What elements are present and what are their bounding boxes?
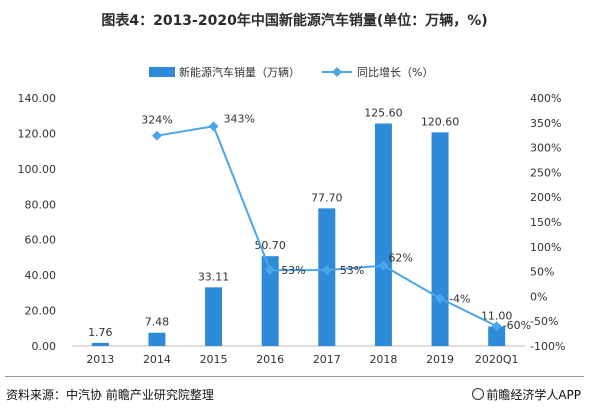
bar: [261, 256, 279, 346]
growth-point: [378, 260, 389, 271]
bar: [148, 332, 166, 346]
right-tick-label: 300%: [530, 142, 561, 155]
growth-value-label: -60%: [503, 319, 531, 332]
legend: 新能源汽车销量（万辆） 同比增长（%）: [149, 65, 433, 79]
right-tick-label: 50%: [530, 266, 554, 279]
bar-value-label: 120.60: [421, 115, 460, 128]
legend-marker-line: [332, 67, 342, 77]
growth-value-label: 53%: [340, 264, 364, 277]
right-tick-label: 150%: [530, 216, 561, 229]
right-tick-label: -50%: [530, 315, 558, 328]
x-tick-label: 2016: [256, 353, 284, 366]
bar-value-label: 1.76: [88, 326, 113, 339]
left-tick-label: 40.00: [25, 269, 57, 282]
x-tick-label: 2017: [313, 353, 341, 366]
growth-point: [265, 265, 276, 276]
bar-value-label: 11.00: [481, 310, 513, 323]
right-tick-label: 100%: [530, 241, 561, 254]
x-axis: 2013 2014 2015 2016 2017 2018 2019 2020Q1: [86, 353, 518, 366]
right-tick-label: 200%: [530, 191, 561, 204]
legend-label-line: 同比增长（%）: [357, 65, 433, 79]
x-tick-label: 2015: [200, 353, 228, 366]
growth-value-label: 62%: [388, 252, 412, 265]
x-tick-label: 2014: [143, 353, 171, 366]
left-tick-label: 120.00: [18, 127, 57, 140]
bar: [431, 132, 449, 346]
line-series: 324% 343% 53% 53% 62% -4% -60%: [141, 112, 531, 332]
left-tick-label: 0.00: [32, 340, 57, 353]
bar-value-label: 7.48: [145, 316, 170, 329]
right-tick-label: 250%: [530, 166, 561, 179]
left-tick-label: 100.00: [18, 163, 57, 176]
growth-point: [491, 321, 502, 332]
bar: [318, 208, 336, 346]
brand-label: 前瞻经济学人APP: [472, 386, 581, 403]
left-tick-label: 20.00: [25, 305, 57, 318]
left-tick-label: 140.00: [18, 92, 57, 105]
growth-value-label: 324%: [141, 114, 172, 127]
bar: [91, 342, 109, 346]
bar: [488, 326, 506, 346]
growth-value-label: 53%: [281, 264, 305, 277]
growth-value-label: 343%: [224, 112, 255, 125]
left-tick-label: 80.00: [25, 198, 57, 211]
growth-point: [208, 121, 219, 132]
bar-value-label: 125.60: [364, 107, 403, 120]
bar-value-label: 77.70: [311, 191, 343, 204]
x-tick-label: 2020Q1: [475, 353, 519, 366]
right-tick-label: -100%: [530, 340, 565, 353]
brand-name: 前瞻经济学人APP: [486, 388, 581, 402]
bar: [205, 287, 223, 346]
left-tick-label: 60.00: [25, 234, 57, 247]
chart-title: 图表4：2013-2020年中国新能源汽车销量(单位：万辆，%): [101, 13, 488, 29]
growth-value-label: -4%: [449, 292, 470, 305]
growth-point: [151, 130, 162, 141]
footer-divider: [5, 376, 584, 377]
x-tick-label: 2019: [426, 353, 454, 366]
bar-value-label: 33.11: [198, 270, 230, 283]
right-tick-label: 0%: [530, 290, 547, 303]
x-tick-label: 2013: [86, 353, 114, 366]
x-tick-label: 2018: [369, 353, 397, 366]
source-note: 资料来源：中汽协 前瞻产业研究院整理: [6, 388, 214, 402]
left-axis: 0.00 20.00 40.00 60.00 80.00 100.00 120.00 140.…: [18, 92, 57, 353]
legend-swatch-bar: [149, 67, 175, 77]
right-tick-label: 400%: [530, 92, 561, 105]
bar: [374, 123, 392, 346]
right-tick-label: 350%: [530, 117, 561, 130]
growth-point: [435, 293, 446, 304]
legend-label-bar: 新能源汽车销量（万辆）: [179, 65, 300, 79]
right-axis: -100% -50% 0% 50% 100% 150% 200% 250% 300% 350% 40…: [530, 92, 565, 353]
growth-point: [321, 265, 332, 276]
brand-logo-icon: [472, 388, 485, 400]
